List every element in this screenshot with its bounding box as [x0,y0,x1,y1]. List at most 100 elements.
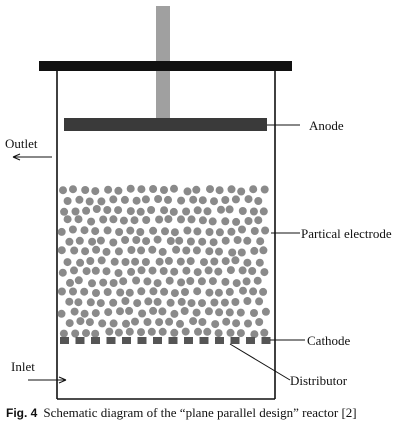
particle [253,276,262,285]
particle [210,298,219,307]
particle [211,320,220,329]
particle [82,206,91,215]
particle [121,258,130,266]
particle [259,246,268,255]
particle [127,267,136,276]
particle [189,195,198,204]
particle [250,227,259,235]
cathode-segment [106,337,116,344]
particle [231,195,240,204]
particle [99,215,108,224]
particle [114,247,123,256]
particle [105,327,114,336]
particle [204,266,213,275]
particle [125,327,134,336]
particle [205,247,214,256]
particle [147,206,156,214]
particle [254,197,263,205]
particle [137,185,146,194]
particle [215,308,224,317]
reactor-lid [39,61,292,71]
particle [109,195,118,204]
particle [161,227,169,236]
inlet-label: Inlet [11,359,35,374]
particle [238,266,247,275]
particle [153,297,162,306]
particle [220,298,229,307]
particle [164,215,173,224]
particle [260,328,269,337]
particle [98,319,107,328]
particle [102,267,111,276]
cathode-segment [199,337,209,344]
cathode-segment [60,337,69,344]
particle [260,268,269,277]
particle [193,287,202,296]
particle [96,236,105,245]
particle [159,267,168,275]
particle [149,306,158,315]
particle [170,267,179,276]
particle [65,319,74,328]
particle [69,185,77,194]
particle [259,287,268,296]
particle [243,258,252,267]
particle [182,266,191,275]
particle [65,297,74,306]
particle [228,248,237,257]
particle [80,226,89,235]
particle [88,237,97,246]
particle [96,299,105,308]
particle [154,195,163,203]
particle [153,235,162,244]
particle [215,247,223,256]
particle [132,196,141,205]
particle [233,236,242,244]
particle [99,278,108,287]
particle [60,207,69,216]
particle [102,247,111,256]
particle [177,297,186,306]
particle [172,245,181,254]
particle [193,227,202,236]
particle [155,257,164,266]
distributor-label: Distributor [290,373,348,388]
particle [180,307,189,315]
particle [80,287,89,296]
particle [166,237,175,245]
particle [158,247,167,256]
particle [209,238,218,247]
particle [104,185,113,194]
outlet-label: Outlet [5,136,38,151]
particle [125,288,134,297]
particle [86,298,95,307]
particle [141,258,150,266]
particle [225,308,234,317]
particle [58,268,67,277]
particle [109,215,118,224]
particle [183,187,192,196]
particle [170,228,179,237]
particle [236,308,245,317]
particle [208,277,217,286]
particle [132,236,141,244]
particle [226,328,235,337]
particle [182,207,191,216]
particle [192,246,201,255]
particle [74,298,83,307]
outlet-arrowhead [12,153,21,161]
particle [82,329,90,338]
particle [244,217,253,225]
particle [170,309,179,318]
particle [92,289,100,297]
particle [210,197,218,206]
particle [147,327,156,336]
particle [76,317,85,326]
particle [87,217,96,226]
cathode-segment [230,337,240,344]
particle [232,279,241,288]
particle [237,248,246,257]
particle [186,257,195,266]
particle [232,217,241,226]
